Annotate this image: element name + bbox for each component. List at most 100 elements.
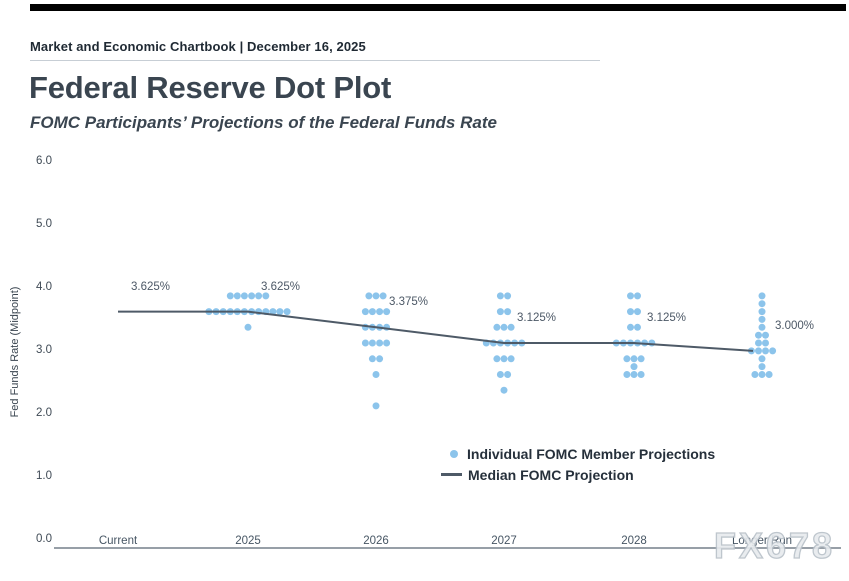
fomc-dot bbox=[504, 308, 512, 316]
fomc-dot bbox=[500, 386, 508, 394]
fomc-dot bbox=[500, 355, 508, 363]
fomc-dot bbox=[637, 371, 645, 378]
y-axis-tick: 5.0 bbox=[36, 218, 52, 231]
fomc-dot bbox=[762, 331, 769, 339]
legend-dot-swatch bbox=[450, 449, 458, 458]
y-axis-tick: 1.0 bbox=[36, 469, 52, 482]
fomc-dot bbox=[637, 355, 645, 363]
median-value-label: 3.125% bbox=[647, 312, 687, 325]
fomc-dot bbox=[507, 355, 515, 363]
fomc-dot bbox=[379, 292, 387, 300]
fomc-dot bbox=[762, 339, 769, 347]
fomc-dot bbox=[372, 292, 380, 300]
median-value-label: 3.000% bbox=[775, 319, 815, 332]
fomc-dot bbox=[623, 355, 631, 363]
fomc-dot bbox=[634, 292, 641, 300]
chartbook-header: Market and Economic Chartbook | December… bbox=[30, 39, 366, 54]
fomc-dot bbox=[376, 355, 384, 363]
fomc-dot bbox=[630, 355, 638, 363]
legend-median-label: Median FOMC Projection bbox=[468, 466, 634, 483]
median-value-label: 3.375% bbox=[389, 296, 429, 309]
y-axis-tick: 4.0 bbox=[36, 281, 52, 293]
watermark: FX678 bbox=[713, 524, 836, 566]
fomc-dot bbox=[496, 371, 504, 378]
fomc-dot bbox=[769, 347, 777, 355]
median-projection-line bbox=[118, 310, 754, 352]
y-axis-tick: 6.0 bbox=[36, 155, 52, 168]
fomc-dot bbox=[648, 339, 656, 347]
fomc-dot bbox=[226, 292, 234, 300]
x-axis-category: Longer Run bbox=[731, 535, 793, 547]
fomc-dot bbox=[376, 339, 384, 347]
median-value-label: 3.625% bbox=[131, 280, 171, 293]
fomc-dot bbox=[504, 371, 512, 378]
fomc-dot bbox=[758, 363, 766, 371]
fomc-dot bbox=[244, 323, 252, 331]
fomc-dot bbox=[368, 339, 376, 347]
page-subtitle: FOMC Participants’ Projections of the Fe… bbox=[30, 113, 497, 132]
x-axis-category: 2026 bbox=[363, 535, 389, 547]
legend-row-dots: Individual FOMC Member Projections bbox=[441, 443, 715, 464]
fomc-dot bbox=[755, 339, 762, 347]
fomc-dot bbox=[630, 371, 638, 378]
fomc-dot bbox=[269, 308, 277, 316]
fomc-dot bbox=[240, 292, 248, 300]
fomc-dot bbox=[623, 371, 631, 378]
fomc-dot bbox=[368, 308, 376, 316]
fomc-dot bbox=[755, 347, 762, 355]
fomc-dot bbox=[630, 363, 638, 371]
fomc-dot bbox=[758, 371, 766, 378]
fomc-dot bbox=[368, 355, 376, 363]
fomc-dot bbox=[758, 308, 766, 316]
fomc-dot bbox=[255, 292, 263, 300]
fomc-dot bbox=[765, 371, 773, 378]
median-value-label: 3.625% bbox=[261, 280, 301, 293]
fomc-dot bbox=[504, 292, 512, 300]
fomc-dot bbox=[507, 323, 515, 331]
fomc-dot bbox=[493, 355, 501, 363]
fomc-dot bbox=[634, 323, 641, 331]
x-axis-category: 2027 bbox=[491, 535, 517, 547]
fomc-dot bbox=[372, 371, 380, 378]
fomc-dot bbox=[758, 355, 766, 363]
fomc-dot bbox=[365, 292, 373, 300]
fomc-dot bbox=[758, 292, 766, 300]
fomc-dot bbox=[383, 308, 391, 316]
fomc-dot bbox=[627, 323, 634, 331]
page-title: Federal Reserve Dot Plot bbox=[29, 70, 392, 105]
fomc-dot bbox=[755, 331, 762, 339]
fomc-dot bbox=[751, 371, 759, 378]
legend-line-swatch bbox=[441, 473, 462, 476]
fomc-dot bbox=[383, 339, 391, 347]
fomc-dot bbox=[248, 292, 256, 300]
fomc-dot bbox=[361, 308, 369, 316]
legend-dots-label: Individual FOMC Member Projections bbox=[467, 445, 716, 462]
fomc-dot bbox=[758, 323, 766, 331]
fomc-dot bbox=[627, 308, 634, 316]
y-axis-tick: 0.0 bbox=[36, 532, 52, 545]
fomc-dot bbox=[262, 292, 270, 300]
fomc-dot bbox=[233, 292, 241, 300]
fomc-dot bbox=[496, 308, 504, 316]
fomc-dot bbox=[496, 292, 504, 300]
fomc-dot bbox=[762, 347, 769, 355]
fomc-dot bbox=[361, 339, 369, 347]
fomc-dot bbox=[493, 323, 501, 331]
y-axis-tick: 2.0 bbox=[36, 406, 52, 419]
top-accent-bar bbox=[30, 4, 846, 11]
x-axis-category: Current bbox=[98, 535, 138, 547]
fomc-dot bbox=[283, 308, 291, 316]
header-divider bbox=[30, 60, 600, 61]
legend-row-median: Median FOMC Projection bbox=[441, 464, 715, 485]
x-axis-line bbox=[54, 547, 841, 549]
fomc-dot bbox=[634, 308, 641, 316]
fomc-dot bbox=[372, 402, 380, 410]
fomc-dot bbox=[500, 323, 508, 331]
x-axis-category: 2025 bbox=[235, 535, 261, 547]
fomc-dot bbox=[276, 308, 284, 316]
x-axis-category: 2028 bbox=[621, 535, 647, 547]
fomc-dot bbox=[758, 315, 766, 323]
fomc-dot bbox=[758, 300, 766, 308]
